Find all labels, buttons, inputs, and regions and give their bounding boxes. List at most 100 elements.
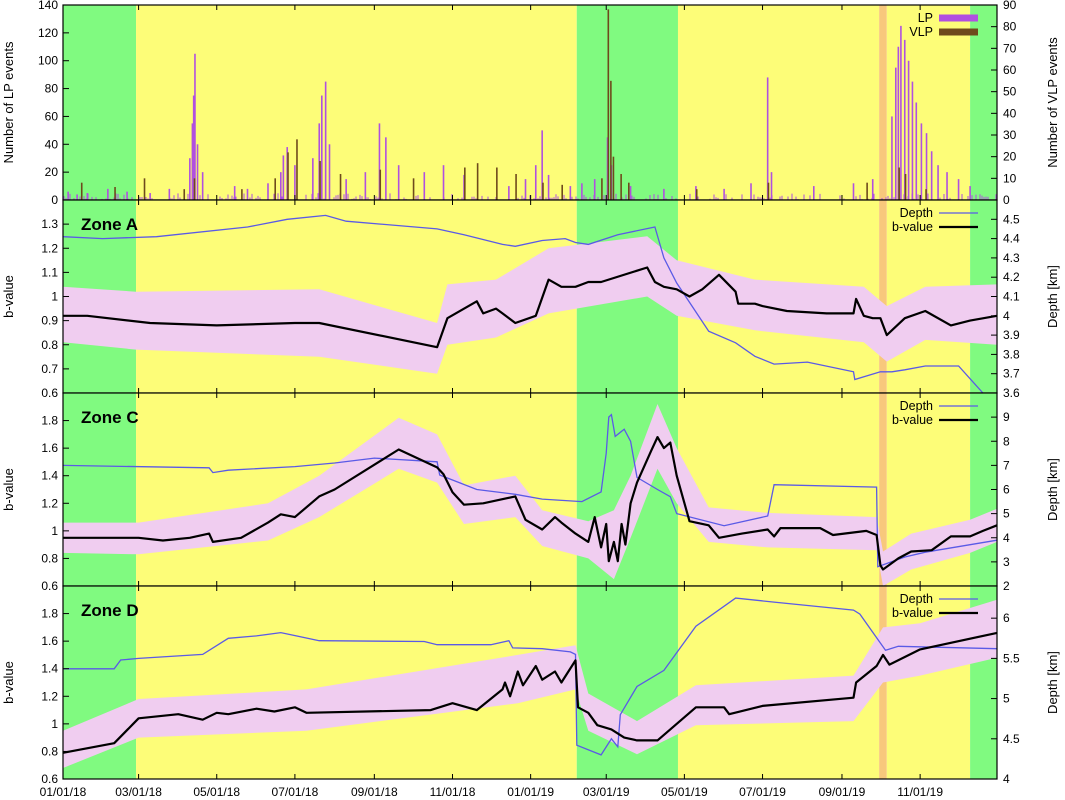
xtick-label: 03/01/19 [583, 785, 630, 799]
ytick-label-right: 5 [1003, 507, 1010, 521]
ytick-label-left: 0.6 [41, 386, 58, 400]
xtick-label: 11/01/18 [430, 785, 476, 799]
xtick-label: 01/01/19 [507, 785, 554, 799]
phase-orange [879, 200, 887, 393]
ytick-label-left: 1 [51, 290, 58, 304]
xtick-label: 05/01/19 [661, 785, 708, 799]
legend-label: VLP [909, 25, 933, 39]
xtick-label: 11/01/19 [897, 785, 943, 799]
ytick-label-left: 0.9 [41, 314, 58, 328]
ytick-label-left: 1.8 [41, 414, 58, 428]
axis-title: Depth [km] [1045, 651, 1060, 714]
legend-label: b-value [892, 413, 933, 427]
axis-title: Number of LP events [1, 41, 16, 163]
ytick-label-right: 4.1 [1003, 290, 1020, 304]
ytick-label-right: 70 [1003, 41, 1017, 55]
ytick-label-left: 1 [51, 524, 58, 538]
xtick-label: 09/01/18 [351, 785, 398, 799]
ytick-label-left: 1.2 [41, 241, 58, 255]
bvalue-band [63, 236, 997, 374]
plot-frame [62, 585, 998, 780]
phase-orange [879, 5, 887, 200]
ytick-label-left: 0.8 [41, 551, 58, 565]
ytick-label-right: 50 [1003, 85, 1017, 99]
ytick-label-right: 2 [1003, 579, 1010, 593]
xtick-label: 07/01/19 [739, 785, 786, 799]
zone-panel: 0.6 0.8 1 1.2 1.4 1.6 1.8 2 3 4 5 6 7 8 9 b-value Depth … [1, 392, 1060, 593]
ytick-label-right: 4 [1003, 772, 1010, 786]
ytick-label-right: 4.5 [1003, 732, 1020, 746]
xtick-label: 07/01/18 [272, 785, 319, 799]
ytick-label-right: 4.5 [1003, 212, 1020, 226]
axis-title: b-value [1, 275, 16, 318]
ytick-label-left: 1.2 [41, 689, 58, 703]
ytick-label-right: 4.2 [1003, 270, 1020, 284]
panels: 0 20 40 60 80 100 120 140 0 10 20 30 40 50 60 70 80 90 Num… [1, 0, 1060, 786]
ytick-label-right: 3.6 [1003, 386, 1020, 400]
ytick-label-left: 1.8 [41, 607, 58, 621]
axis-title: Depth [km] [1045, 265, 1060, 328]
ytick-label-left: 1.6 [41, 634, 58, 648]
ytick-label-left: 1 [51, 717, 58, 731]
ytick-label-left: 1.2 [41, 496, 58, 510]
ytick-label-right: 3 [1003, 555, 1010, 569]
zone-title: Zone C [81, 408, 139, 427]
phase-green [576, 5, 678, 200]
phase-green [970, 5, 997, 200]
bvalue-line [63, 436, 998, 571]
ytick-label-right: 3.9 [1003, 328, 1020, 342]
ytick-label-left: 1.1 [41, 265, 58, 279]
ytick-label-right: 4 [1003, 309, 1010, 323]
ytick-label-left: 40 [45, 137, 59, 151]
xtick-label: 05/01/18 [193, 785, 240, 799]
axis-title: Depth [km] [1045, 458, 1060, 521]
zone-panel: 0.60.811.21.41.61.844.555.56b-value Depth… [1, 585, 1060, 786]
phase-green [576, 586, 678, 779]
ytick-label-right: 3.7 [1003, 367, 1020, 381]
ytick-label-right: 6 [1003, 483, 1010, 497]
legend-label: Depth [900, 399, 933, 413]
ytick-label-right: 20 [1003, 150, 1017, 164]
legend-label: Depth [900, 206, 933, 220]
bvalue-band [63, 404, 997, 586]
ytick-label-left: 100 [38, 54, 58, 68]
ytick-label-right: 4.3 [1003, 251, 1020, 265]
xtick-label: 09/01/19 [819, 785, 866, 799]
ytick-label-right: 0 [1003, 193, 1010, 207]
phase-yellow [677, 5, 880, 200]
ytick-label-right: 9 [1003, 410, 1010, 424]
depth-line [62, 214, 984, 394]
ytick-label-right: 40 [1003, 106, 1017, 120]
depth-line [63, 597, 998, 756]
ytick-label-left: 0.7 [41, 362, 58, 376]
ytick-label-left: 140 [38, 0, 58, 12]
x-axis: 01/01/18 03/01/18 05/01/18 07/01/18 09/01/18… [40, 5, 943, 799]
xtick-label: 03/01/18 [115, 785, 162, 799]
ytick-label-right: 4 [1003, 531, 1010, 545]
ytick-label-left: 80 [45, 82, 59, 96]
phase-green [63, 5, 137, 200]
zone-title: Zone D [81, 601, 139, 620]
bvalue-band [63, 599, 997, 768]
ytick-label-right: 6 [1003, 611, 1010, 625]
legend-label: b-value [892, 220, 933, 234]
legend-label: LP [918, 11, 933, 25]
ytick-label-right: 3.8 [1003, 347, 1020, 361]
ytick-label-left: 20 [45, 165, 59, 179]
ytick-label-right: 10 [1003, 171, 1017, 185]
ytick-label-left: 1.4 [41, 469, 58, 483]
ytick-label-left: 0.8 [41, 744, 58, 758]
legend-label: b-value [892, 606, 933, 620]
bvalue-line [62, 631, 998, 754]
depth-line [62, 413, 998, 568]
ytick-label-right: 7 [1003, 458, 1010, 472]
ytick-label-left: 0.8 [41, 338, 58, 352]
legend-label: Depth [900, 592, 933, 606]
bvalue-line [63, 266, 998, 349]
ytick-label-left: 1.3 [41, 217, 58, 231]
ytick-label-right: 60 [1003, 63, 1017, 77]
ytick-label-right: 8 [1003, 434, 1010, 448]
phase-yellow [136, 5, 577, 200]
ytick-label-left: 120 [38, 26, 58, 40]
